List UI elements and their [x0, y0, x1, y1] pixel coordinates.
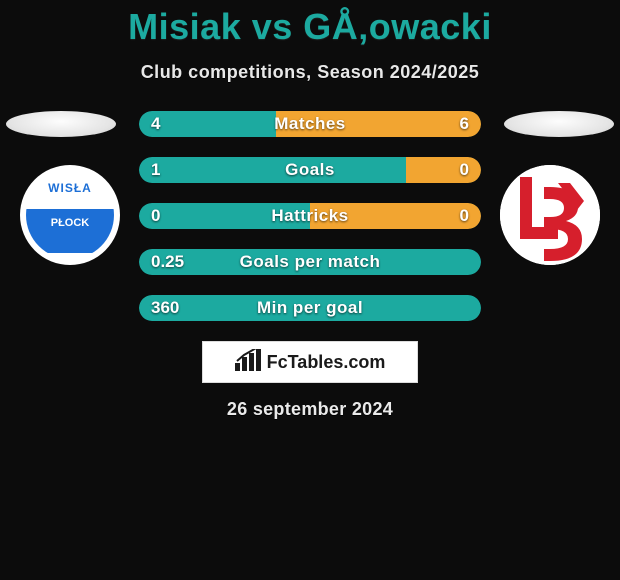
stat-bar-right	[406, 157, 481, 183]
comparison-infographic: Misiak vs GÅ‚owacki Club competitions, S…	[0, 0, 620, 580]
stat-value-left: 0.25	[151, 249, 184, 275]
stat-value-right: 0	[460, 203, 469, 229]
stat-bar-left	[139, 157, 406, 183]
stat-value-left: 1	[151, 157, 160, 183]
page-subtitle: Club competitions, Season 2024/2025	[0, 62, 620, 83]
stat-value-left: 0	[151, 203, 160, 229]
stat-bars: 4 Matches 6 1 Goals 0 0 Hattricks 0 0.25 Goals per…	[139, 111, 481, 321]
stat-value-left: 360	[151, 295, 179, 321]
club-badge-left-mid-text: PŁOCK	[26, 217, 114, 229]
stat-row: 360 Min per goal	[139, 295, 481, 321]
club-badge-left-stripe	[26, 209, 114, 253]
stat-value-left: 4	[151, 111, 160, 137]
player-photo-right-placeholder	[504, 111, 614, 137]
stat-row: 1 Goals 0	[139, 157, 481, 183]
club-badge-left-top-text: WISŁA	[26, 181, 114, 195]
stat-value-right: 6	[460, 111, 469, 137]
club-badge-right	[500, 165, 600, 265]
brand-text: FcTables.com	[267, 352, 386, 373]
stat-row: 0 Hattricks 0	[139, 203, 481, 229]
stat-label: Hattricks	[271, 203, 348, 229]
stat-value-right: 0	[460, 157, 469, 183]
page-title: Misiak vs GÅ‚owacki	[0, 0, 620, 48]
date-text: 26 september 2024	[0, 399, 620, 420]
brand-bars-icon	[235, 349, 261, 376]
stat-label: Goals	[285, 157, 335, 183]
club-badge-left-inner: WISŁA PŁOCK	[26, 171, 114, 259]
stat-label: Goals per match	[240, 249, 381, 275]
club-badge-left: WISŁA PŁOCK	[20, 165, 120, 265]
brand-box: FcTables.com	[202, 341, 418, 383]
player-photo-left-placeholder	[6, 111, 116, 137]
club-badge-right-inner	[500, 165, 600, 265]
stat-label: Min per goal	[257, 295, 363, 321]
stat-row: 0.25 Goals per match	[139, 249, 481, 275]
stat-row: 4 Matches 6	[139, 111, 481, 137]
content-area: WISŁA PŁOCK 4M	[0, 111, 620, 321]
lks-icon	[500, 165, 600, 265]
stat-label: Matches	[274, 111, 346, 137]
